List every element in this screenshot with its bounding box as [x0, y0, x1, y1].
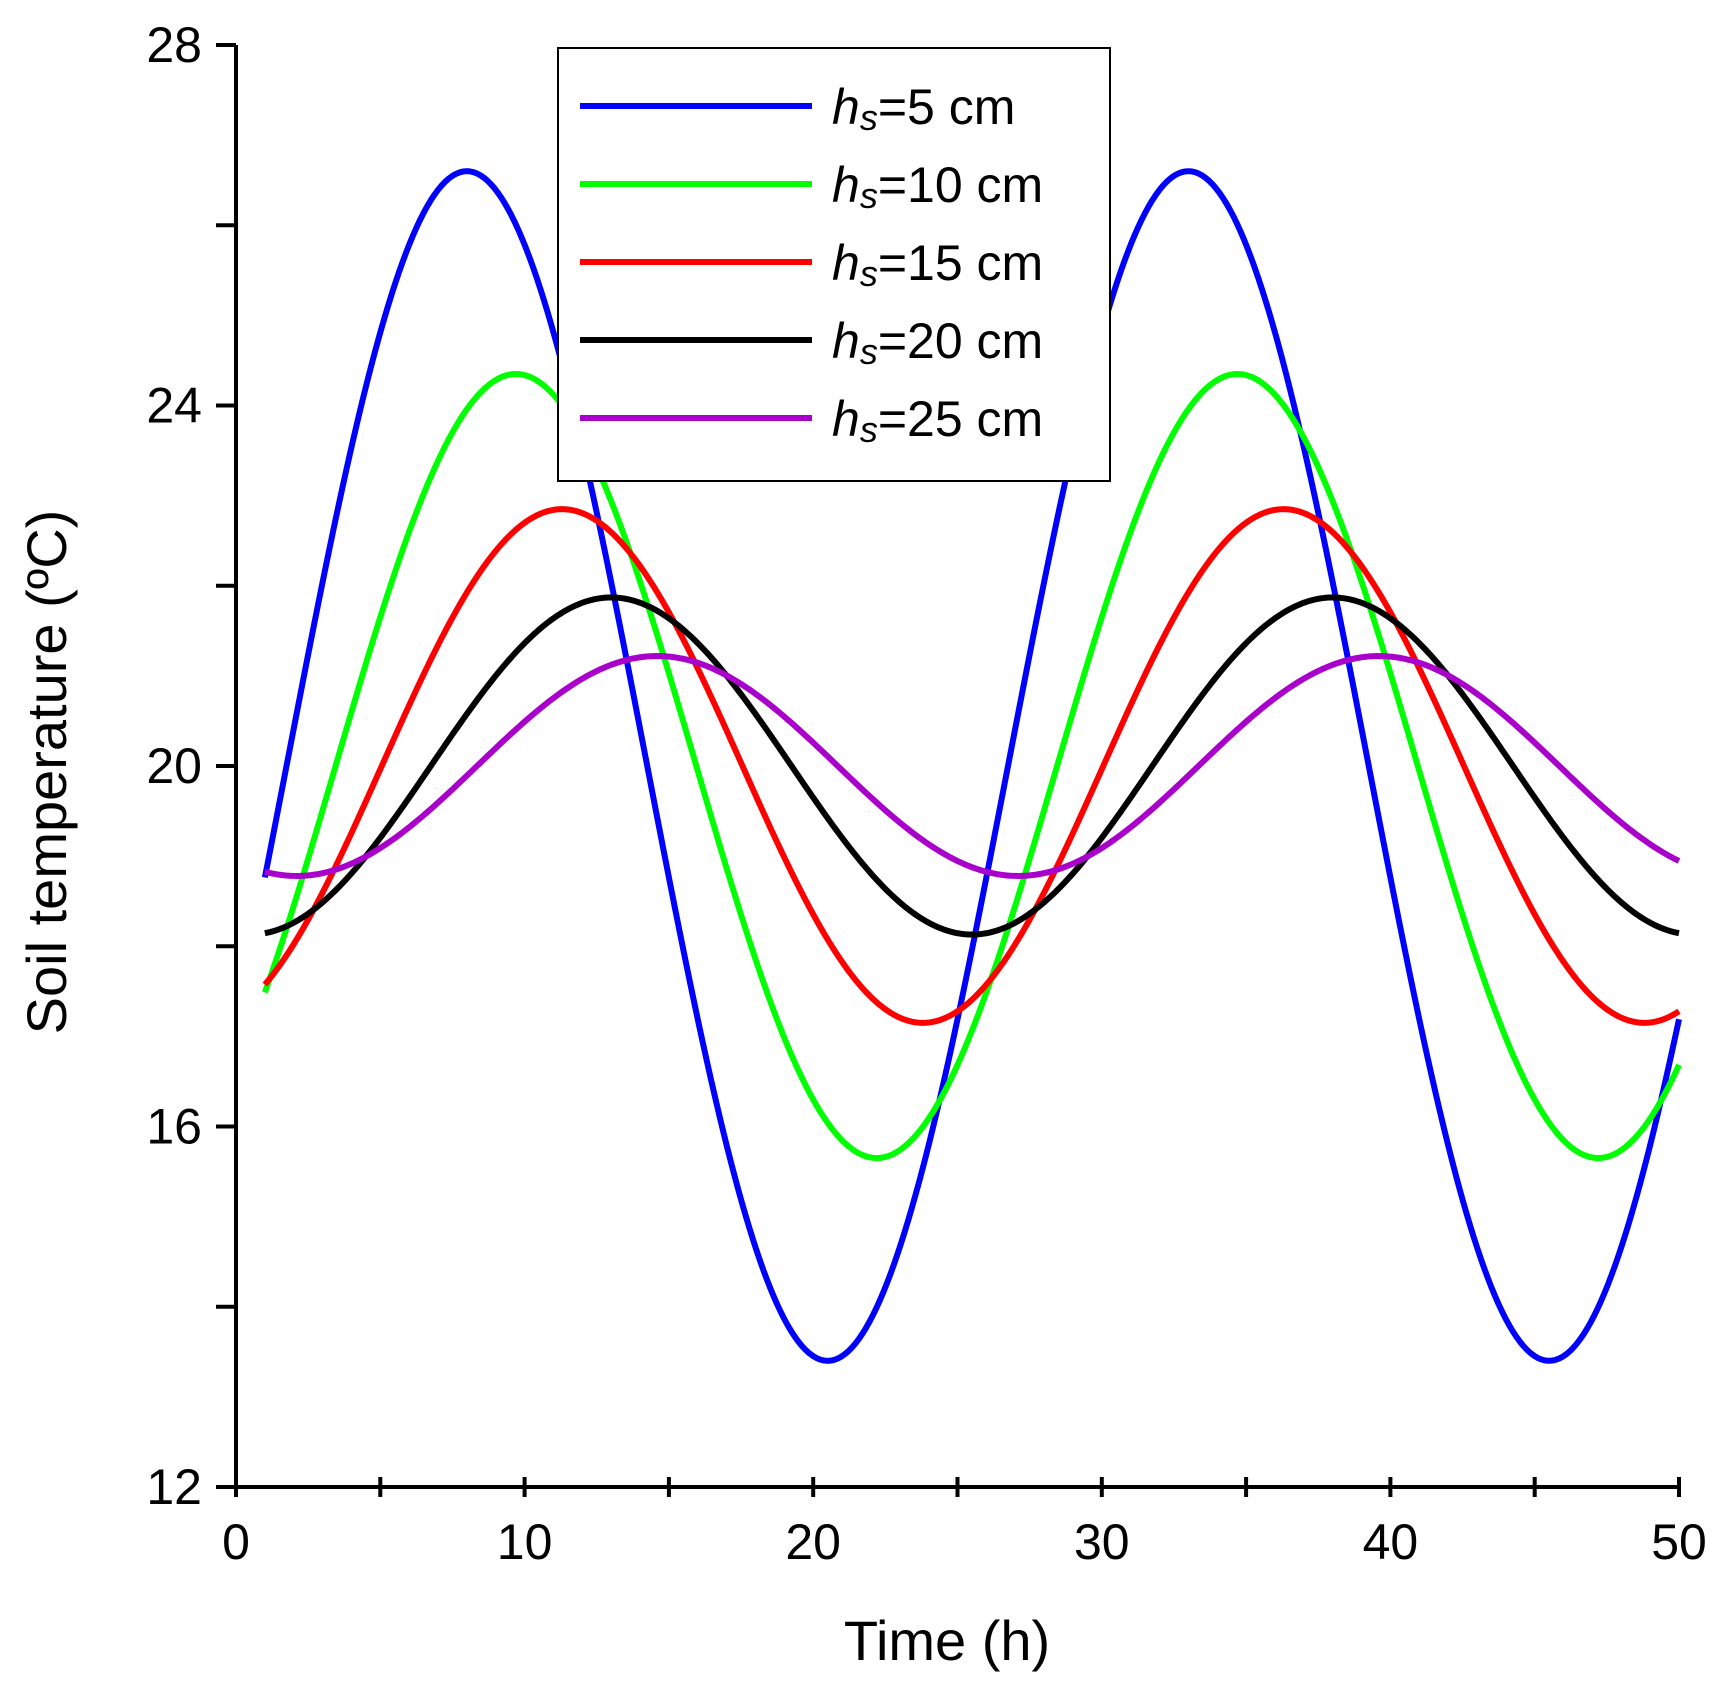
x-axis-title: Time (h) [844, 1609, 1050, 1672]
series-line-5 [264, 653, 1681, 879]
series-line-1 [261, 168, 1682, 1364]
y-tick-label: 20 [146, 738, 202, 794]
x-tick-label: 10 [497, 1514, 553, 1570]
series-line-3 [262, 506, 1681, 1026]
legend: hs=5 cm hs=10 cm hs=15 cm hs=20 cm hs=25 cm [557, 47, 1111, 482]
y-tick-label: 16 [146, 1099, 202, 1155]
x-tick-label: 0 [222, 1514, 250, 1570]
axes: 12 16 20 24 28 0 10 20 30 40 50 [146, 17, 1706, 1570]
x-tick-label: 40 [1363, 1514, 1419, 1570]
legend-label-5: hs=25 cm [832, 391, 1043, 450]
legend-label-3: hs=15 cm [832, 235, 1043, 294]
y-tick-label: 12 [146, 1459, 202, 1515]
x-tick-label: 50 [1651, 1514, 1707, 1570]
legend-label-4: hs=20 cm [832, 313, 1043, 372]
series-line-2 [262, 370, 1682, 1162]
legend-label-1: hs=5 cm [832, 79, 1015, 138]
y-tick-label: 28 [146, 17, 202, 73]
legend-label-2: hs=10 cm [832, 157, 1043, 216]
x-tick-label: 20 [785, 1514, 841, 1570]
x-tick-label: 30 [1074, 1514, 1130, 1570]
series-lines [261, 168, 1682, 1364]
y-axis-title: Soil temperature (ºC) [15, 510, 78, 1035]
y-tick-label: 24 [146, 378, 202, 434]
